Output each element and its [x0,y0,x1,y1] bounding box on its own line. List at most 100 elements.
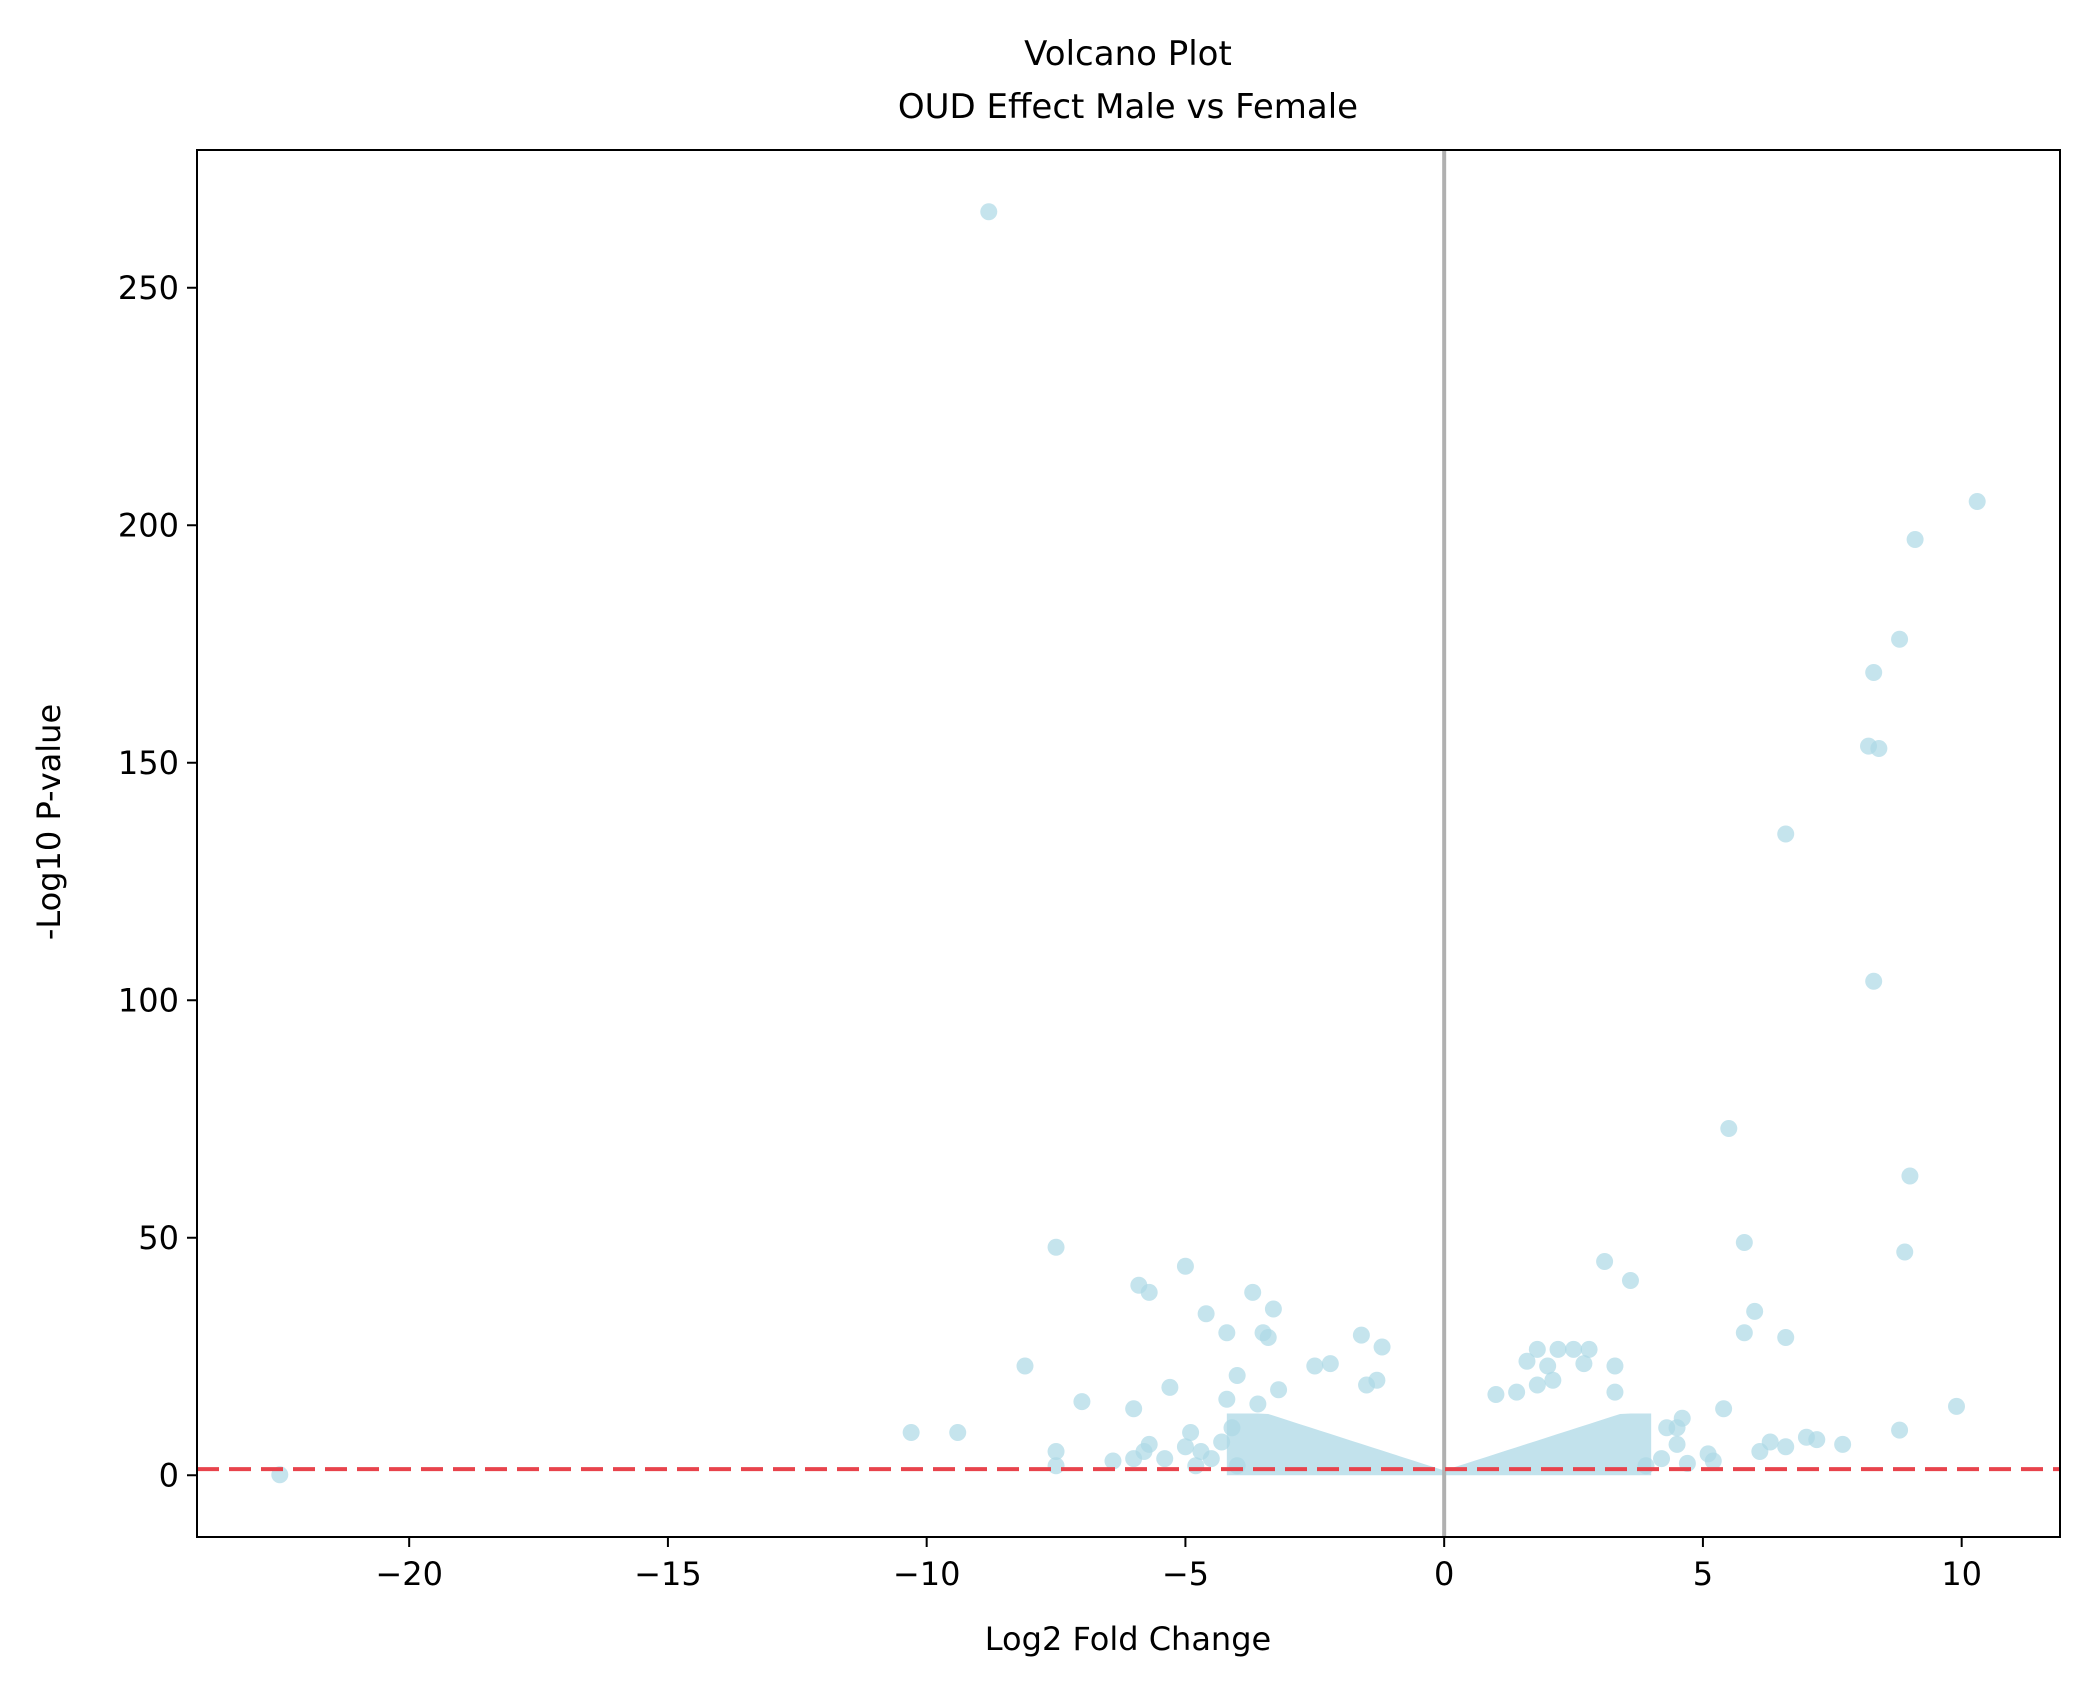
data-point [1161,1378,1179,1396]
data-point [1797,1428,1815,1446]
data-point [1891,1421,1909,1439]
data-point [1549,1340,1567,1358]
data-point [1228,1367,1246,1384]
data-point [1156,1450,1174,1468]
data-point [1047,1443,1065,1460]
chart-title: Volcano Plot [1024,34,1232,74]
data-point [1047,1457,1065,1475]
data-point [1073,1393,1091,1411]
x-tick-label: −10 [893,1555,961,1593]
data-point [1668,1435,1686,1453]
x-tick-label: −5 [1162,1555,1209,1593]
data-point [1187,1457,1205,1475]
data-point [1901,1167,1919,1185]
reference-lines-layer [197,150,2060,1537]
y-tick-label: 0 [159,1456,179,1494]
x-tick-label: −20 [375,1555,443,1593]
data-point [1565,1340,1583,1358]
plot-frame [196,149,2061,1538]
data-point [1865,972,1883,990]
data-point [1182,1424,1200,1441]
data-point [1270,1381,1288,1399]
data-point [1104,1452,1122,1470]
x-tick-label: 10 [1941,1555,1982,1593]
data-point [1213,1433,1231,1451]
data-point [1668,1419,1686,1437]
data-point [1746,1302,1764,1320]
x-axis-label: Log2 Fold Change [985,1620,1271,1658]
data-point [1606,1383,1624,1401]
data-point [1176,1257,1194,1275]
data-point [1891,630,1909,648]
x-axis-ticks: −20 −15 −10 −5 0 5 10 [375,1537,1982,1593]
data-point [1596,1253,1614,1270]
data-point [1751,1443,1769,1460]
data-point [1218,1390,1236,1408]
data-point [1948,1397,1965,1415]
data-point [1834,1435,1852,1453]
data-point [1653,1450,1671,1468]
data-point [1575,1355,1593,1373]
x-tick-label: −15 [634,1555,702,1593]
data-points-layer [271,203,1986,1484]
data-point [1321,1355,1339,1373]
y-axis-label: -Log10 P-value [30,704,68,940]
y-tick-label: 200 [118,506,179,544]
dense-point-cloud [1226,1413,1652,1476]
data-point [1865,664,1883,681]
data-point [1870,740,1888,757]
data-point [1016,1357,1034,1375]
y-tick-label: 150 [118,744,179,782]
y-tick-label: 50 [138,1219,179,1257]
data-point [1176,1438,1194,1456]
data-point [1735,1324,1753,1342]
data-point [1508,1383,1526,1401]
data-point [1544,1371,1562,1389]
data-point [1777,1438,1795,1456]
data-point [1487,1386,1505,1403]
data-point [1228,1457,1246,1475]
y-axis-ticks: 0 50 100 150 200 250 [118,269,197,1494]
data-point [1621,1272,1639,1289]
data-point [1249,1395,1267,1413]
data-point [1218,1324,1236,1342]
data-point [1704,1452,1722,1470]
data-point [1606,1357,1624,1375]
y-tick-label: 250 [118,269,179,307]
data-point [1528,1340,1546,1358]
data-point [1352,1326,1370,1344]
data-point [1906,531,1924,548]
x-tick-label: 5 [1693,1555,1713,1593]
data-point [1580,1340,1598,1358]
data-point [1140,1283,1158,1301]
data-point [1264,1300,1282,1318]
data-point [980,203,998,221]
data-point [1259,1329,1277,1346]
data-point [1715,1400,1733,1418]
x-tick-label: 0 [1434,1555,1454,1593]
data-point [949,1424,967,1441]
data-point [1539,1357,1557,1375]
data-point [1968,493,1986,510]
data-point [1202,1450,1220,1468]
dense-cloud-layer [1226,1413,1652,1476]
y-tick-label: 100 [118,981,179,1019]
data-point [1637,1457,1655,1475]
data-point [1135,1443,1153,1460]
data-point [1518,1352,1536,1370]
data-point [1244,1283,1262,1301]
data-point [1358,1376,1376,1394]
chart-subtitle: OUD Effect Male vs Female [898,87,1358,127]
data-point [1720,1120,1738,1137]
data-point [1373,1338,1391,1356]
data-point [1047,1238,1065,1256]
data-point [1896,1243,1914,1261]
data-point [1223,1419,1241,1437]
data-point [902,1424,920,1441]
data-point [1777,825,1795,843]
data-point [1197,1305,1215,1323]
data-point [1528,1376,1546,1394]
data-point [1735,1234,1753,1251]
data-point [1125,1400,1143,1418]
